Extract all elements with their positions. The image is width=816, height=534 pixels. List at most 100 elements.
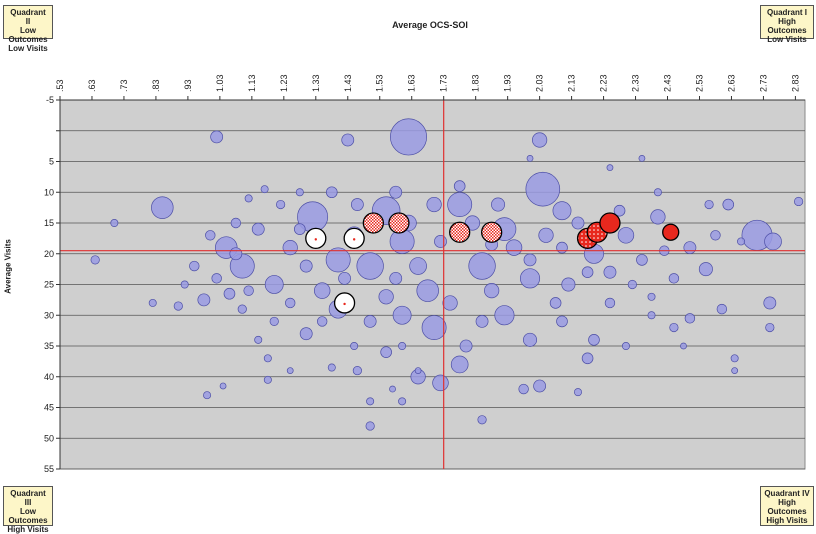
y-tick-label: -5 (46, 95, 54, 105)
quadrant-iii-outcomes: Low Outcomes (8, 507, 48, 525)
x-tick-label: 2.83 (790, 74, 800, 92)
bubble-chart: -5 5 10 15 20 25 30 35 40 45 50 55 .53 .63 .73 .83 .93 1.… (44, 74, 806, 474)
data-bubble (519, 268, 541, 289)
data-bubble (390, 118, 428, 156)
x-tick-label: 2.23 (599, 74, 609, 92)
data-bubble (276, 199, 286, 210)
data-bubble (484, 283, 500, 299)
data-bubble (110, 219, 119, 227)
data-bubble (263, 375, 272, 384)
quadrant-iii-visits: High Visits (7, 525, 49, 534)
data-bubble (730, 354, 739, 363)
data-bubble (325, 247, 351, 273)
data-bubble (650, 209, 666, 225)
data-bubble (581, 352, 594, 365)
x-tick-label: 2.43 (663, 74, 673, 92)
data-bubble (552, 201, 572, 221)
data-bubble (398, 342, 407, 350)
x-tick-label: .53 (55, 79, 65, 92)
data-bubble (669, 322, 679, 333)
data-bubble (617, 227, 635, 244)
data-bubble (765, 322, 775, 333)
data-bubble (352, 366, 362, 376)
x-tick-label: 1.53 (375, 74, 385, 92)
data-bubble (453, 180, 466, 192)
data-bubble (447, 192, 473, 217)
data-bubble (494, 305, 515, 326)
data-bubble (556, 241, 568, 254)
data-bubble (398, 397, 407, 406)
data-bubble (680, 342, 687, 350)
x-tick-label: 2.53 (694, 74, 704, 92)
data-bubble (269, 316, 279, 326)
data-bubble (683, 241, 697, 255)
data-bubble (704, 199, 714, 210)
data-bubble (350, 198, 364, 211)
data-bubble (653, 188, 662, 197)
quadrant-i-label: Quadrant I High Outcomes Low Visits (760, 5, 814, 44)
data-bubble (604, 297, 616, 309)
data-bubble (523, 253, 537, 267)
data-bubble (151, 196, 174, 219)
data-bubble (90, 255, 100, 265)
data-bubble (716, 303, 728, 315)
x-tick-label: 2.13 (567, 74, 577, 92)
data-bubble (538, 227, 554, 243)
data-bubble (299, 259, 313, 273)
data-bubble (668, 273, 680, 284)
data-bubble (698, 262, 713, 277)
x-tick-label: 1.23 (279, 74, 289, 92)
data-bubble (380, 346, 392, 358)
data-bubble (189, 260, 200, 272)
data-bubble (389, 385, 396, 393)
data-bubble (434, 235, 447, 248)
data-bubble (173, 301, 183, 311)
data-bubble (197, 293, 211, 307)
quadrant-ii-title: Quadrant II (10, 8, 46, 26)
highlight-bubble (481, 221, 503, 243)
data-bubble (491, 197, 506, 212)
data-bubble (365, 421, 375, 431)
data-bubble (356, 252, 384, 280)
x-tick-label: .93 (183, 79, 193, 92)
data-bubble (223, 287, 236, 300)
data-bubble (710, 230, 721, 241)
data-bubble (251, 222, 265, 236)
data-bubble (532, 132, 548, 148)
data-bubble (414, 367, 422, 374)
highlight-bubble (388, 212, 410, 234)
highlight-bubble (599, 212, 621, 234)
data-bubble (260, 185, 269, 194)
data-bubble (549, 297, 562, 309)
data-bubble (647, 311, 656, 320)
data-bubble (763, 296, 777, 310)
quadrant-i-title: Quadrant I (766, 8, 807, 17)
quadrant-ii-outcomes: Low Outcomes (8, 26, 48, 44)
y-tick-label: 45 (44, 403, 54, 413)
x-tick-label: 1.33 (311, 74, 321, 92)
data-bubble (416, 279, 439, 302)
data-bubble (477, 415, 487, 425)
data-bubble (299, 327, 313, 341)
x-tick-label: 1.03 (215, 74, 225, 92)
y-tick-label: 5 (49, 157, 54, 167)
data-bubble (468, 252, 496, 280)
data-bubble (350, 342, 359, 350)
data-bubble (148, 298, 157, 307)
data-bubble (526, 155, 534, 162)
x-tick-label: 1.93 (503, 74, 513, 92)
data-bubble (426, 196, 442, 213)
data-bubble (230, 217, 242, 229)
highlight-bubble-dot (314, 238, 317, 241)
data-bubble (282, 239, 298, 256)
x-tick-label: 1.83 (471, 74, 481, 92)
highlight-bubble-dot (343, 302, 346, 306)
data-bubble (574, 388, 582, 397)
data-bubble (603, 265, 617, 279)
y-tick-label: 20 (44, 249, 54, 259)
data-bubble (243, 285, 254, 296)
data-bubble (295, 188, 304, 197)
data-bubble (588, 334, 600, 346)
data-bubble (366, 397, 375, 406)
y-tick-label: 55 (44, 464, 54, 474)
